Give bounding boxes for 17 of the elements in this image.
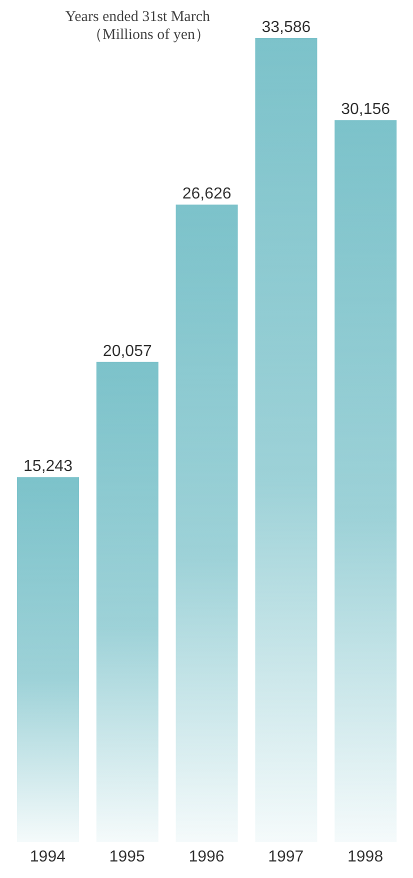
x-tick-label: 1998 (348, 848, 384, 866)
bar (334, 120, 397, 842)
x-tick-label: 1996 (188, 848, 224, 866)
chart-subtitle: （Millions of yen） (86, 26, 210, 44)
x-tick-label: 1997 (268, 848, 304, 866)
x-tick-label: 1995 (109, 848, 145, 866)
data-label: 15,243 (24, 458, 73, 476)
data-label: 26,626 (182, 186, 232, 203)
bar (17, 477, 79, 842)
data-label: 20,057 (102, 342, 152, 360)
data-label: 30,156 (341, 101, 390, 118)
x-tick-label: 1994 (30, 848, 66, 866)
bar (255, 38, 318, 842)
data-label: 33,586 (262, 19, 311, 36)
bar (176, 204, 238, 842)
bar (96, 362, 158, 842)
chart-title: Years ended 31st March (65, 8, 210, 26)
